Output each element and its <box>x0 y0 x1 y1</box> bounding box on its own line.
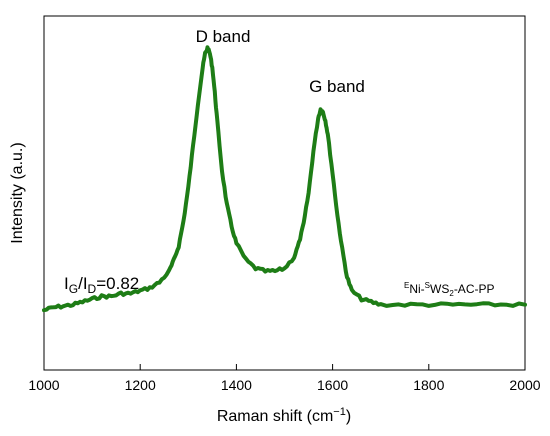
d-band-label: D band <box>196 27 251 46</box>
sample-label: ENi-SWS2-AC-PP <box>404 281 494 298</box>
ratio-annotation: IG/ID=0.82 <box>64 274 139 296</box>
plot-frame <box>43 15 526 371</box>
x-tick-label: 1400 <box>221 377 252 393</box>
x-axis-ticks <box>43 364 526 370</box>
x-tick-label: 1800 <box>413 377 444 393</box>
series-line <box>42 45 527 313</box>
x-tick-label: 1000 <box>28 377 59 393</box>
y-axis-title: Intensity (a.u.) <box>9 142 26 243</box>
g-band-label: G band <box>309 77 365 96</box>
x-axis-tick-labels: 1000 1200 1400 1600 1800 2000 <box>28 377 540 393</box>
x-tick-label: 1600 <box>317 377 348 393</box>
x-tick-label: 1200 <box>125 377 156 393</box>
x-axis-title: Raman shift (cm−1) <box>217 406 351 425</box>
x-tick-label: 2000 <box>509 377 540 393</box>
